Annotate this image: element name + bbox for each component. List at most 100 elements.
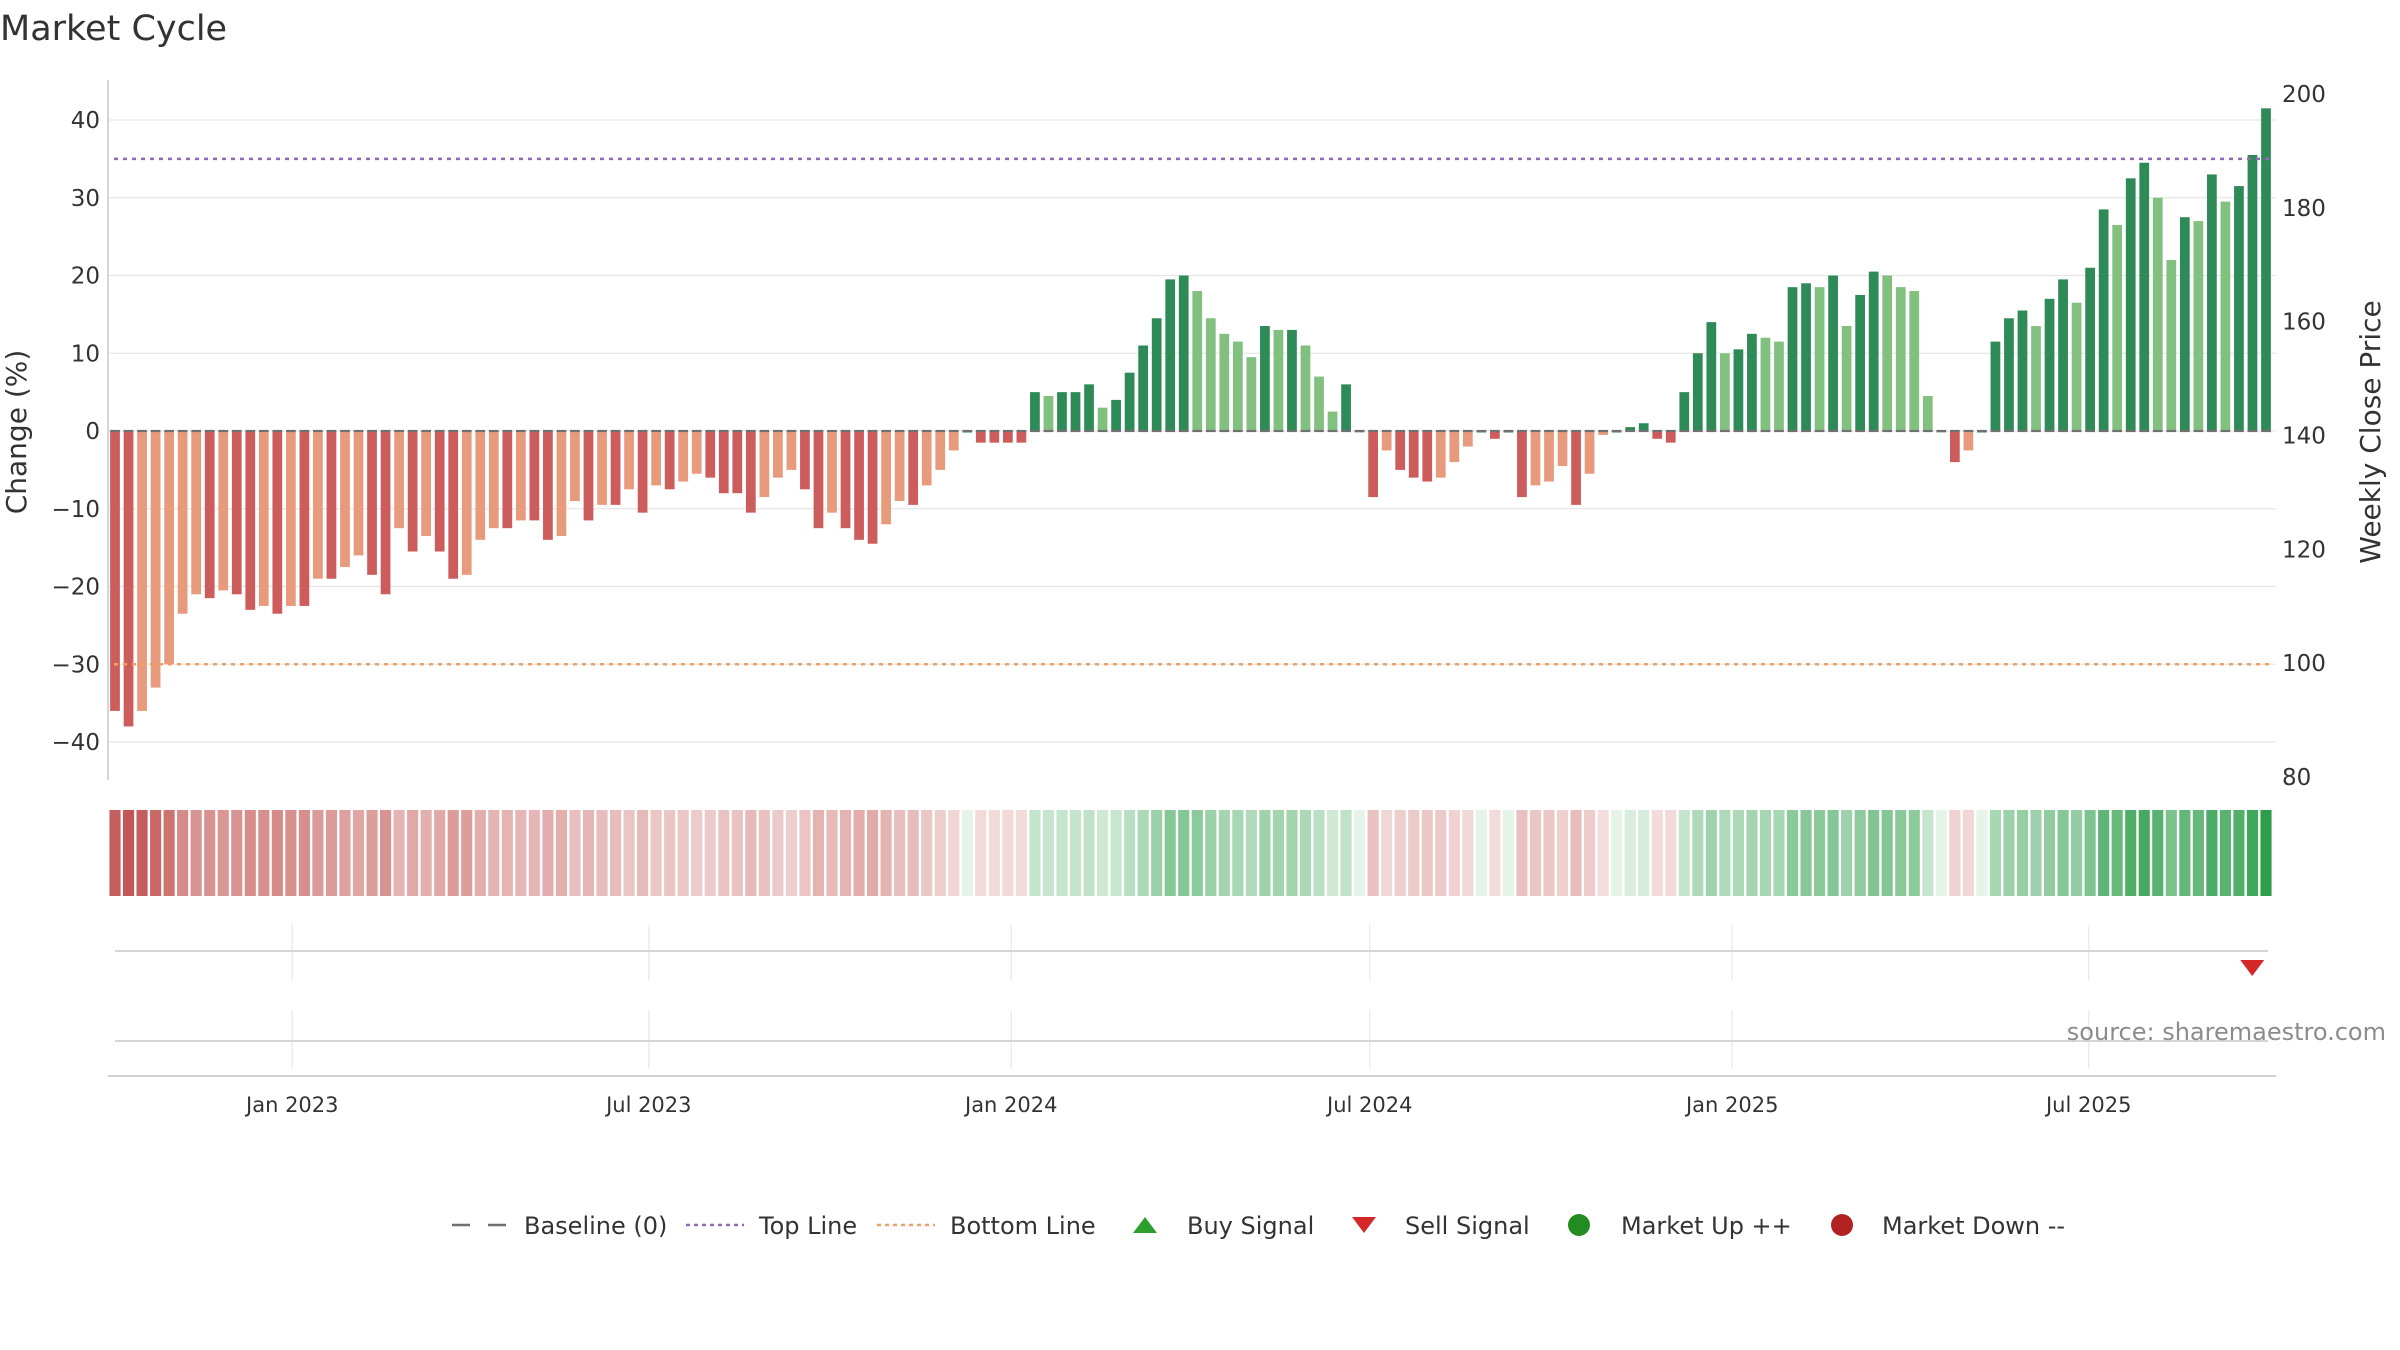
change-bar — [123, 431, 134, 727]
heat-cell — [1097, 810, 1109, 896]
heat-cell — [1651, 810, 1663, 896]
change-bar — [164, 431, 174, 665]
change-bar — [1300, 345, 1311, 431]
heat-cell — [1435, 810, 1447, 896]
heat-cell — [2152, 810, 2164, 896]
heat-cell — [1638, 810, 1650, 896]
change-bar — [1814, 287, 1825, 431]
change-bar — [1855, 294, 1866, 431]
change-bar — [1205, 318, 1216, 431]
x-tick-label: Jan 2025 — [1684, 1093, 1779, 1117]
heat-cell — [434, 810, 446, 896]
legend-market-down-marker — [1831, 1214, 1853, 1236]
change-bar — [1990, 341, 2001, 431]
heat-cell — [1191, 810, 1203, 896]
heat-cell — [177, 810, 189, 896]
change-bar — [1422, 431, 1433, 482]
legend-label: Baseline (0) — [524, 1212, 667, 1240]
change-bar — [191, 431, 202, 595]
heat-cell — [1529, 810, 1542, 896]
change-bar — [1314, 376, 1324, 431]
heat-cell — [1976, 810, 1988, 896]
change-bar — [2125, 178, 2136, 431]
heat-cell — [772, 810, 784, 896]
legend-label: Market Up ++ — [1621, 1212, 1792, 1240]
heat-cell — [1124, 810, 1136, 896]
heat-cell — [1015, 810, 1027, 896]
heat-cell — [2043, 810, 2056, 896]
change-bar — [637, 431, 648, 513]
heat-cell — [1732, 810, 1744, 896]
grid-lines — [108, 119, 2276, 1068]
change-bar — [1003, 431, 1013, 443]
heat-cell — [1489, 810, 1501, 896]
heat-cell — [339, 810, 351, 896]
change-bar — [1638, 423, 1649, 431]
y-tick-label: 40 — [71, 108, 100, 134]
change-bar — [488, 431, 499, 529]
change-bar — [177, 431, 188, 614]
heat-cell — [1408, 810, 1420, 896]
heat-cell — [407, 810, 419, 896]
change-bar — [1490, 431, 1500, 439]
heat-cell — [1340, 810, 1352, 896]
change-bar — [1084, 384, 1094, 431]
heat-cell — [1543, 810, 1555, 896]
change-bar — [908, 431, 919, 505]
change-bar — [1787, 287, 1798, 431]
heat-cell — [650, 810, 662, 896]
change-bar — [800, 431, 810, 490]
change-bar — [1760, 337, 1771, 431]
heat-cell — [2030, 810, 2042, 896]
heat-cell — [474, 810, 486, 896]
heat-cell — [623, 810, 635, 896]
legend-buy-marker — [1133, 1217, 1157, 1233]
change-bar — [2220, 201, 2231, 431]
change-bar — [1449, 431, 1460, 463]
heat-cell — [1624, 810, 1636, 896]
change-bar — [150, 431, 161, 688]
legend-label: Buy Signal — [1187, 1212, 1314, 1240]
heat-cell — [1381, 810, 1393, 896]
y-tick-label: −40 — [51, 730, 100, 756]
change-bar — [854, 431, 864, 540]
change-bar — [1111, 399, 1121, 431]
heat-cell — [1705, 810, 1717, 896]
y2-tick-label: 140 — [2282, 424, 2326, 450]
source-credit: source: sharemaestro.com — [2067, 1018, 2386, 1046]
heat-cell — [1949, 810, 1961, 896]
change-bar — [529, 431, 540, 521]
heat-cell — [948, 810, 960, 896]
change-bar — [718, 431, 729, 494]
change-bar — [1544, 431, 1554, 482]
change-bar — [475, 431, 486, 540]
change-bar — [1124, 372, 1135, 431]
heat-cell — [1881, 810, 1893, 896]
y-tick-label: 10 — [71, 341, 100, 367]
heat-cell — [1205, 810, 1217, 896]
change-bar — [1679, 392, 1690, 432]
change-bar — [1706, 322, 1717, 431]
change-bar — [1747, 333, 1757, 431]
heat-cell — [1556, 810, 1569, 896]
heat-cell — [271, 810, 283, 896]
change-bar — [448, 431, 459, 579]
heat-cell — [1259, 810, 1271, 896]
change-bar — [1625, 427, 1636, 431]
y2-tick-label: 80 — [2282, 765, 2311, 791]
heat-cell — [907, 810, 919, 896]
change-bar — [1178, 275, 1189, 431]
change-bar — [1895, 287, 1906, 431]
change-bar — [1517, 431, 1527, 498]
heat-cell — [447, 810, 459, 896]
x-tick-label: Jul 2023 — [604, 1093, 691, 1117]
y2-axis-title: Weekly Close Price — [2354, 300, 2387, 563]
heat-cell — [325, 810, 338, 896]
change-bar — [935, 431, 946, 470]
change-bar — [380, 431, 391, 595]
heat-cell — [799, 810, 811, 896]
change-bar — [1963, 431, 1974, 451]
change-bar — [1774, 341, 1784, 431]
heat-cell — [812, 810, 825, 896]
heat-cell — [1746, 810, 1758, 896]
